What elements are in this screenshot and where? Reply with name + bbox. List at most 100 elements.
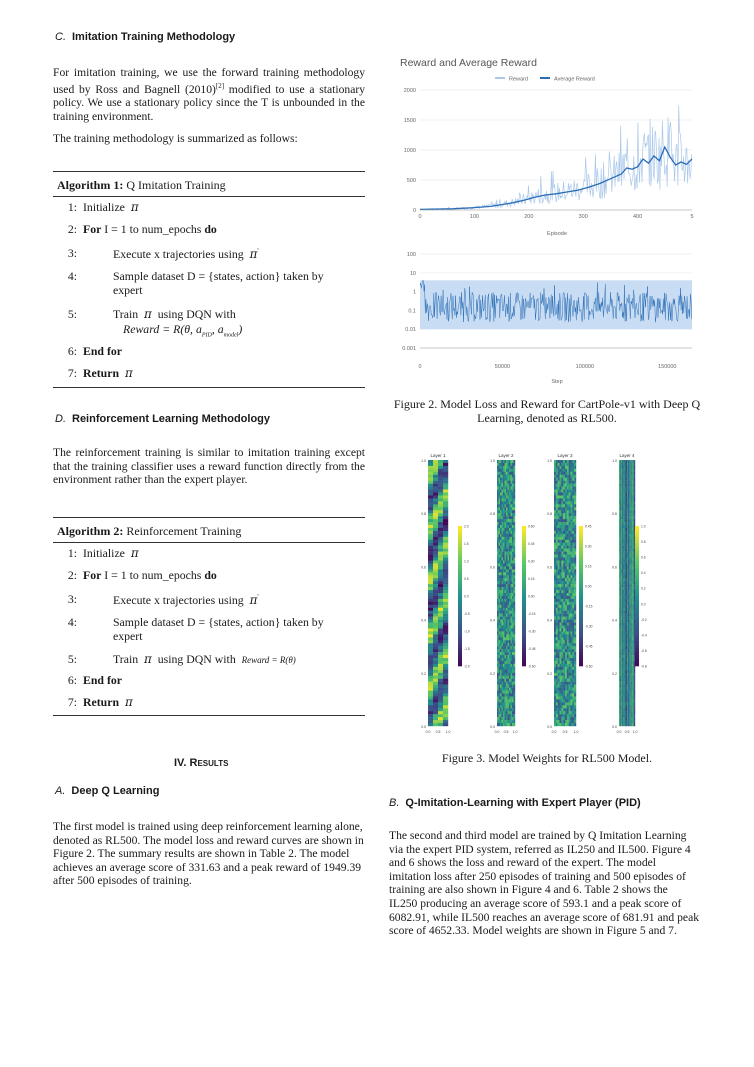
- heatmap-cell: [428, 480, 434, 484]
- heatmap-cell: [500, 519, 502, 523]
- heatmap-cell: [500, 625, 502, 629]
- heatmap-cell: [629, 711, 631, 715]
- heatmap-cell: [433, 548, 439, 552]
- heatmap-cell: [557, 640, 560, 644]
- algo2-line-6: 6: End for: [67, 673, 123, 687]
- heatmap-cell: [619, 660, 621, 665]
- heatmap-cell: [503, 613, 505, 617]
- heatmap-cell: [624, 678, 626, 682]
- heatmap-cell: [627, 563, 629, 567]
- heatmap-cell: [634, 566, 636, 570]
- section-a-heading: A. Deep Q Learning: [55, 785, 160, 797]
- colorbar-segment: [579, 641, 583, 646]
- heatmap-cell: [509, 522, 511, 526]
- heatmap-cell: [619, 702, 621, 706]
- heatmap-cell: [513, 569, 516, 573]
- heatmap-cell: [627, 483, 629, 487]
- heatmap-cell: [512, 578, 514, 582]
- heatmap-xtick-label: 0.0: [495, 730, 500, 734]
- heatmap-cell: [428, 666, 434, 671]
- colorbar-segment: [458, 592, 462, 597]
- heatmap-cell: [631, 569, 633, 573]
- heatmap-cell: [506, 690, 508, 694]
- heatmap-cell: [507, 714, 510, 718]
- heatmap-cell: [629, 593, 631, 597]
- heatmap-cell: [632, 601, 634, 606]
- reward-ytick-label: 500: [407, 178, 416, 184]
- heatmap-cell: [428, 613, 434, 617]
- heatmap-cell: [568, 551, 571, 555]
- heatmap-cell: [555, 501, 558, 505]
- heatmap-cell: [510, 684, 513, 688]
- heatmap-cell: [566, 581, 569, 585]
- heatmap-cell: [632, 542, 634, 546]
- heatmap-cell: [428, 563, 434, 567]
- heatmap-cell: [630, 610, 632, 614]
- heatmap-cell: [557, 551, 560, 555]
- heatmap-cell: [619, 471, 621, 475]
- heatmap-cell: [627, 527, 629, 532]
- heatmap-cell: [619, 613, 621, 617]
- heatmap-cell: [572, 522, 575, 526]
- heatmap-cell: [503, 501, 505, 505]
- heatmap-cell: [634, 693, 636, 697]
- heatmap-cell: [428, 471, 434, 475]
- heatmap-cell: [620, 643, 622, 647]
- heatmap-cell: [634, 720, 636, 724]
- colorbar-segment: [635, 638, 639, 642]
- colorbar-tick-label: 0.0: [641, 602, 646, 606]
- heatmap-cell: [561, 705, 564, 709]
- heatmap-cell: [621, 471, 623, 475]
- heatmap-cell: [570, 584, 573, 588]
- heatmap-cell: [512, 533, 514, 538]
- heatmap-cell: [626, 510, 628, 514]
- heatmap-cell: [623, 631, 625, 635]
- heatmap-cell: [626, 504, 628, 508]
- heatmap-cell: [509, 598, 511, 603]
- heatmap-cell: [568, 471, 571, 475]
- heatmap-cell: [574, 557, 577, 561]
- heatmap-cell: [619, 663, 621, 668]
- heatmap-cell: [565, 477, 568, 481]
- heatmap-cell: [438, 516, 444, 520]
- heatmap-cell: [559, 513, 562, 517]
- heatmap-cell: [501, 510, 504, 514]
- heatmap-cell: [557, 595, 560, 600]
- heatmap-cell: [500, 587, 502, 591]
- heatmap-cell: [627, 720, 629, 724]
- heatmap-cell: [509, 536, 511, 540]
- heatmap-cell: [557, 510, 560, 514]
- heatmap-cell: [620, 658, 622, 662]
- heatmap-cell: [500, 595, 502, 600]
- heatmap-cell: [621, 465, 623, 470]
- heatmap-cell: [622, 684, 624, 688]
- heatmap-cell: [570, 590, 573, 594]
- heatmap-cell: [632, 551, 634, 555]
- heatmap-cell: [621, 533, 623, 538]
- colorbar-segment: [579, 575, 583, 579]
- heatmap-cell: [557, 631, 560, 635]
- heatmap-cell: [625, 714, 627, 718]
- heatmap-cell: [630, 625, 632, 629]
- heatmap-cell: [443, 649, 449, 653]
- heatmap-cell: [510, 468, 513, 473]
- heatmap-cell: [559, 560, 562, 564]
- heatmap-cell: [572, 675, 575, 679]
- heatmap-cell: [500, 705, 502, 709]
- heatmap-cell: [572, 714, 575, 718]
- heatmap-cell: [619, 477, 621, 481]
- heatmap-cell: [433, 486, 439, 490]
- citation-ref[interactable]: [2]: [215, 81, 225, 90]
- heatmap-cell: [627, 560, 629, 564]
- heatmap-cell: [438, 483, 444, 487]
- heatmap-cell: [632, 560, 634, 564]
- heatmap-cell: [570, 477, 573, 481]
- heatmap-cell: [629, 595, 631, 600]
- heatmap-cell: [433, 554, 439, 558]
- heatmap-cell: [620, 536, 622, 540]
- heatmap-cell: [504, 702, 507, 706]
- heatmap-cell: [628, 495, 630, 499]
- heatmap-cell: [497, 607, 499, 611]
- colorbar-segment: [635, 564, 639, 569]
- heatmap-cell: [498, 660, 501, 665]
